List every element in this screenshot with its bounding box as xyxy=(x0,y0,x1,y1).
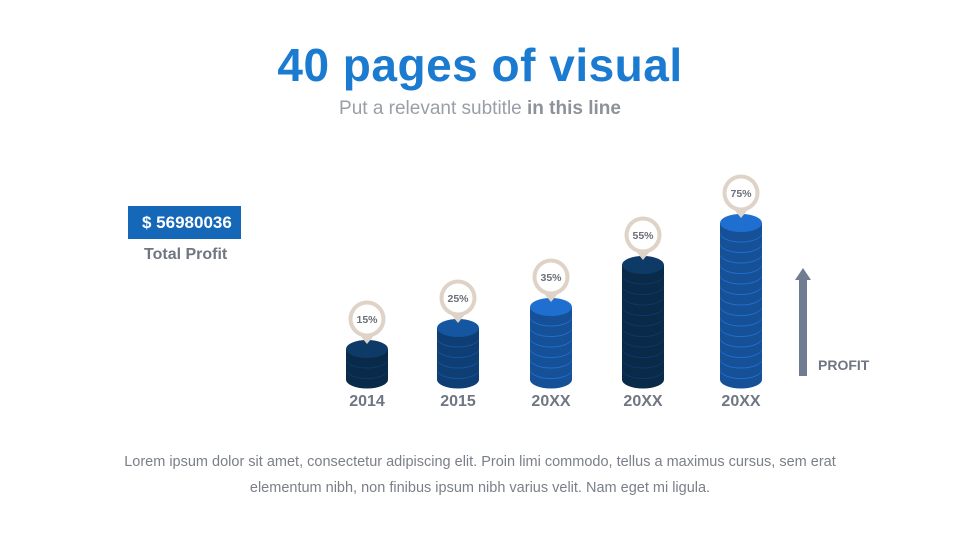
coin-stack-bar xyxy=(437,319,479,389)
value-label: 75% xyxy=(730,188,752,200)
value-pin: 15% xyxy=(348,300,386,344)
body-text: Lorem ipsum dolor sit amet, consectetur … xyxy=(124,454,836,496)
coin-stack-bar xyxy=(346,340,388,389)
value-pin: 25% xyxy=(439,279,477,323)
x-tick-label: 20XX xyxy=(531,393,570,410)
x-tick-label: 2015 xyxy=(440,393,476,410)
value-pin: 75% xyxy=(722,174,760,218)
value-pin: 35% xyxy=(532,258,570,302)
slide-subtitle: Put a relevant subtitle in this line xyxy=(0,98,960,120)
slide-title: 40 pages of visual xyxy=(277,39,683,91)
value-pins: 15% 25% 35% 55% 75% xyxy=(348,174,760,344)
total-profit-label: Total Profit xyxy=(144,246,228,263)
x-axis-labels: 2014 2015 20XX 20XX 20XX xyxy=(349,393,761,410)
total-profit-value: $ 56980036 xyxy=(128,206,241,239)
value-label: 25% xyxy=(447,293,469,305)
value-pin: 55% xyxy=(624,216,662,260)
subtitle-bold: in this line xyxy=(527,98,621,119)
subtitle-plain: Put a relevant subtitle xyxy=(339,98,522,119)
x-tick-label: 20XX xyxy=(623,393,662,410)
profit-arrow-icon xyxy=(795,268,811,376)
value-label: 55% xyxy=(632,230,654,242)
value-label: 15% xyxy=(356,314,378,326)
x-tick-label: 2014 xyxy=(349,393,385,410)
profit-arrow-label: PROFIT xyxy=(818,357,870,373)
x-tick-label: 20XX xyxy=(721,393,760,410)
coin-stack-bar xyxy=(720,214,762,389)
coin-stacks xyxy=(346,214,762,389)
coin-stack-bar xyxy=(530,298,572,389)
coin-stack-bar xyxy=(622,256,664,389)
value-label: 35% xyxy=(540,272,562,284)
